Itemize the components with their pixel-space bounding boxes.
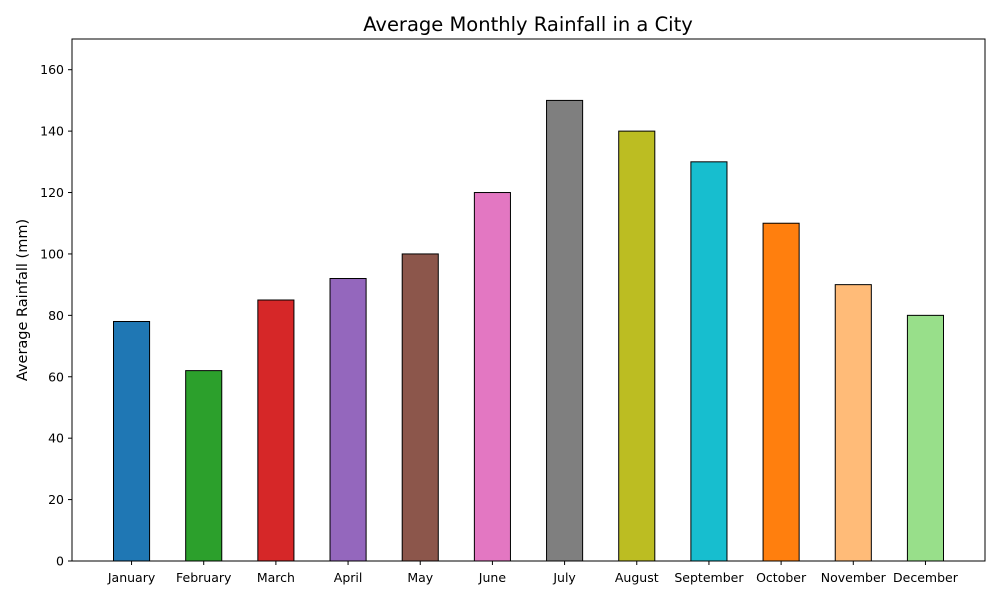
y-tick-label: 160 xyxy=(40,62,64,77)
plot-frame xyxy=(71,38,986,562)
y-tick-label: 0 xyxy=(56,554,64,569)
bar-june xyxy=(473,192,511,562)
y-tick-label: 80 xyxy=(48,308,64,323)
bar-april xyxy=(329,278,367,562)
x-tick-label: January xyxy=(107,570,156,585)
x-tick-label: May xyxy=(407,570,433,585)
y-tick-label: 40 xyxy=(48,431,64,446)
bar-september xyxy=(690,161,728,562)
y-axis-label: Average Rainfall (mm) xyxy=(15,219,31,381)
y-axis-ticks: 0 20 40 60 80 100 120 140 160 xyxy=(40,62,72,569)
bar-july xyxy=(546,99,584,562)
x-tick-label: April xyxy=(334,570,363,585)
x-tick-label: June xyxy=(478,570,507,585)
chart-title: Average Monthly Rainfall in a City xyxy=(363,13,693,36)
x-axis-ticks: January February March April May June July Augu… xyxy=(107,561,959,585)
bar-october xyxy=(762,222,800,562)
x-tick-label: July xyxy=(552,570,576,585)
x-tick-label: October xyxy=(756,570,807,585)
bar-march xyxy=(257,299,295,562)
bar-august xyxy=(618,130,656,562)
x-tick-label: August xyxy=(615,570,659,585)
y-tick-label: 120 xyxy=(40,185,64,200)
x-tick-label: November xyxy=(821,570,887,585)
x-tick-label: September xyxy=(674,570,744,585)
bar-may xyxy=(401,253,439,562)
bar-december xyxy=(906,314,944,562)
x-tick-label: February xyxy=(176,570,232,585)
bar-february xyxy=(185,370,223,562)
x-tick-label: December xyxy=(893,570,959,585)
y-tick-label: 20 xyxy=(48,492,64,507)
y-tick-label: 100 xyxy=(40,246,64,261)
y-tick-label: 60 xyxy=(48,369,64,384)
y-tick-label: 140 xyxy=(40,124,64,139)
bars-group xyxy=(113,99,944,562)
x-tick-label: March xyxy=(257,570,295,585)
bar-january xyxy=(113,320,151,562)
bar-november xyxy=(834,284,872,562)
